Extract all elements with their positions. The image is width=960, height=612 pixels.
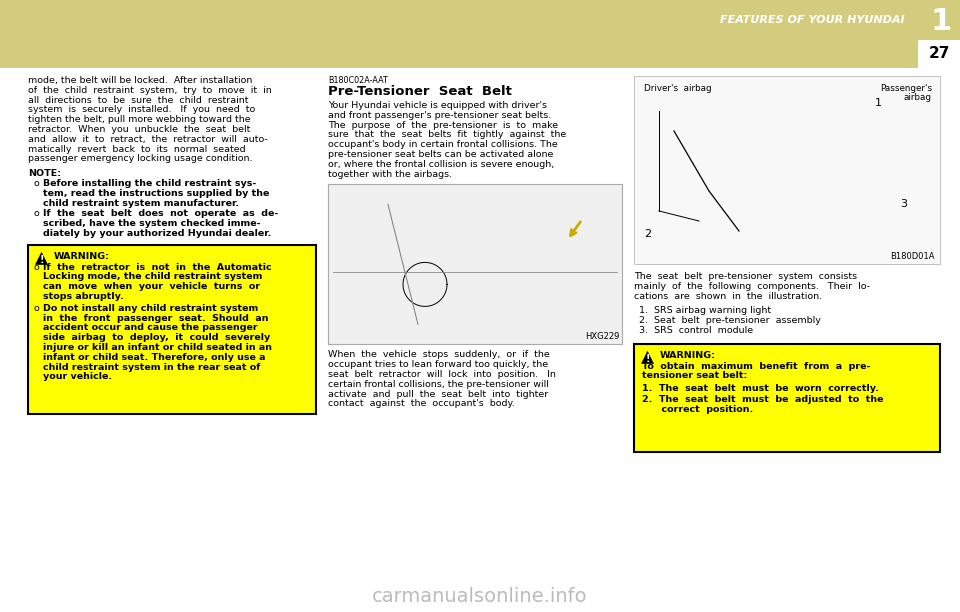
Text: tem, read the instructions supplied by the: tem, read the instructions supplied by t… [43,188,270,198]
Text: NOTE:: NOTE: [28,169,61,178]
Text: FEATURES OF YOUR HYUNDAI: FEATURES OF YOUR HYUNDAI [720,15,905,25]
Text: scribed, have the system checked imme-: scribed, have the system checked imme- [43,219,260,228]
Text: mainly  of  the  following  components.   Their  lo-: mainly of the following components. Thei… [634,282,870,291]
Text: cations  are  shown  in  the  illustration.: cations are shown in the illustration. [634,291,822,300]
Text: stops abruptly.: stops abruptly. [43,292,124,301]
Text: passenger emergency locking usage condition.: passenger emergency locking usage condit… [28,154,252,163]
Text: can  move  when  your  vehicle  turns  or: can move when your vehicle turns or [43,282,260,291]
Text: child restraint system in the rear seat of: child restraint system in the rear seat … [43,362,260,371]
Text: 2: 2 [644,229,651,239]
Text: sure  that  the  seat  belts  fit  tightly  against  the: sure that the seat belts fit tightly aga… [328,130,566,140]
Text: 3.  SRS  control  module: 3. SRS control module [639,326,754,335]
Text: If  the  retractor  is  not  in  the  Automatic: If the retractor is not in the Automatic [43,263,272,272]
Text: Your Hyundai vehicle is equipped with driver's: Your Hyundai vehicle is equipped with dr… [328,101,547,110]
FancyBboxPatch shape [0,0,960,40]
Polygon shape [35,252,48,265]
Text: of  the  child  restraint  system,  try  to  move  it  in: of the child restraint system, try to mo… [28,86,272,95]
Text: infant or child seat. Therefore, only use a: infant or child seat. Therefore, only us… [43,353,266,362]
Text: child restraint system manufacturer.: child restraint system manufacturer. [43,199,239,207]
Text: !: ! [645,354,650,364]
FancyBboxPatch shape [634,76,940,264]
Text: together with the airbags.: together with the airbags. [328,170,452,179]
Text: Passenger's: Passenger's [880,84,932,93]
Text: tensioner seat belt:: tensioner seat belt: [642,371,747,381]
Text: system  is  securely  installed.   If  you  need  to: system is securely installed. If you nee… [28,105,255,114]
FancyBboxPatch shape [28,245,316,414]
Text: seat  belt  retractor  will  lock  into  position.   In: seat belt retractor will lock into posit… [328,370,556,379]
Text: Pre-Tensioner  Seat  Belt: Pre-Tensioner Seat Belt [328,85,512,98]
Text: or, where the frontal collision is severe enough,: or, where the frontal collision is sever… [328,160,554,169]
Text: mode, the belt will be locked.  After installation: mode, the belt will be locked. After ins… [28,76,252,85]
Text: and front passenger's pre-tensioner seat belts.: and front passenger's pre-tensioner seat… [328,111,551,120]
Text: side  airbag  to  deploy,  it  could  severely: side airbag to deploy, it could severely [43,333,271,342]
Polygon shape [641,351,654,364]
FancyBboxPatch shape [0,40,960,68]
Text: 2.  The  seat  belt  must  be  adjusted  to  the: 2. The seat belt must be adjusted to the [642,395,883,404]
Text: When  the  vehicle  stops  suddenly,  or  if  the: When the vehicle stops suddenly, or if t… [328,351,550,359]
Text: injure or kill an infant or child seated in an: injure or kill an infant or child seated… [43,343,272,352]
Text: and  allow  it  to  retract,  the  retractor  will  auto-: and allow it to retract, the retractor w… [28,135,268,144]
Text: matically  revert  back  to  its  normal  seated: matically revert back to its normal seat… [28,144,246,154]
Text: To  obtain  maximum  benefit  from  a  pre-: To obtain maximum benefit from a pre- [642,362,871,371]
Text: Driver's  airbag: Driver's airbag [644,84,711,93]
Text: occupant tries to lean forward too quickly, the: occupant tries to lean forward too quick… [328,360,548,369]
FancyBboxPatch shape [634,344,940,452]
Text: 2.  Seat  belt  pre-tensioner  assembly: 2. Seat belt pre-tensioner assembly [639,316,821,325]
Text: WARNING:: WARNING: [54,252,109,261]
Text: 3: 3 [900,199,907,209]
Text: o: o [33,209,38,218]
Text: B180C02A-AAT: B180C02A-AAT [328,76,388,85]
Text: 1.  The  seat  belt  must  be  worn  correctly.: 1. The seat belt must be worn correctly. [642,384,878,393]
Text: Do not install any child restraint system: Do not install any child restraint syste… [43,304,258,313]
Text: o: o [33,304,38,313]
Text: carmanualsonline.info: carmanualsonline.info [372,586,588,605]
Text: certain frontal collisions, the pre-tensioner will: certain frontal collisions, the pre-tens… [328,380,549,389]
Text: retractor.  When  you  unbuckle  the  seat  belt: retractor. When you unbuckle the seat be… [28,125,251,134]
Text: HXG229: HXG229 [585,332,619,341]
Text: B180D01A: B180D01A [891,252,935,261]
Text: all  directions  to  be  sure  the  child  restraint: all directions to be sure the child rest… [28,95,249,105]
Text: contact  against  the  occupant's  body.: contact against the occupant's body. [328,400,515,408]
FancyBboxPatch shape [918,40,960,68]
Text: accident occur and cause the passenger: accident occur and cause the passenger [43,323,257,332]
Text: The  purpose  of  the  pre-tensioner  is  to  make: The purpose of the pre-tensioner is to m… [328,121,558,130]
Text: Locking mode, the child restraint system: Locking mode, the child restraint system [43,272,262,282]
FancyBboxPatch shape [328,184,622,345]
Text: your vehicle.: your vehicle. [43,372,112,381]
Text: correct  position.: correct position. [642,405,754,414]
Text: in  the  front  passenger  seat.  Should  an: in the front passenger seat. Should an [43,313,269,323]
Text: diately by your authorized Hyundai dealer.: diately by your authorized Hyundai deale… [43,229,272,238]
Text: 1: 1 [931,7,952,37]
Text: The  seat  belt  pre-tensioner  system  consists: The seat belt pre-tensioner system consi… [634,272,857,281]
Text: !: ! [39,255,44,265]
Text: 1: 1 [875,98,882,108]
Text: pre-tensioner seat belts can be activated alone: pre-tensioner seat belts can be activate… [328,150,553,159]
Text: If  the  seat  belt  does  not  operate  as  de-: If the seat belt does not operate as de- [43,209,278,218]
Text: activate  and  pull  the  seat  belt  into  tighter: activate and pull the seat belt into tig… [328,390,548,398]
Text: 27: 27 [928,47,949,61]
Text: tighten the belt, pull more webbing toward the: tighten the belt, pull more webbing towa… [28,115,251,124]
Text: airbag: airbag [904,93,932,102]
Text: o: o [33,179,38,188]
Text: o: o [33,263,38,272]
Text: occupant's body in certain frontal collisions. The: occupant's body in certain frontal colli… [328,140,558,149]
Text: Before installing the child restraint sys-: Before installing the child restraint sy… [43,179,256,188]
Text: WARNING:: WARNING: [660,351,716,360]
Text: 1.  SRS airbag warning light: 1. SRS airbag warning light [639,307,771,315]
